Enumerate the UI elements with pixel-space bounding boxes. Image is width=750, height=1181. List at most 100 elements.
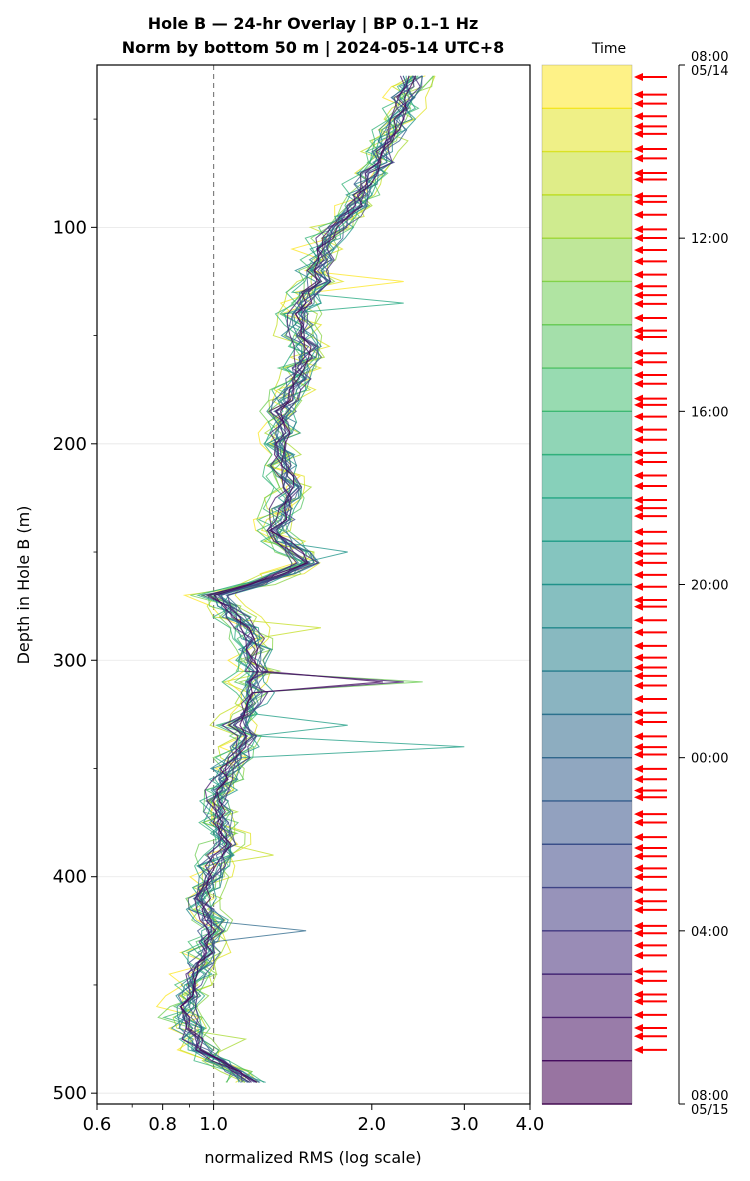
event-marker xyxy=(634,628,667,637)
series-line xyxy=(170,75,413,1083)
x-axis-label: normalized RMS (log scale) xyxy=(204,1148,421,1167)
event-marker-head xyxy=(634,897,643,906)
event-marker-head xyxy=(634,681,643,690)
event-marker xyxy=(634,843,667,852)
event-marker xyxy=(634,872,667,881)
event-marker-head xyxy=(634,1023,643,1032)
event-marker xyxy=(634,270,667,279)
colorbar-segment xyxy=(542,108,632,153)
x-tick-label: 0.6 xyxy=(83,1114,112,1135)
series-line xyxy=(155,75,426,1083)
event-marker xyxy=(634,775,667,784)
event-marker xyxy=(634,291,667,300)
event-marker xyxy=(634,192,667,201)
colorbar-frame xyxy=(541,64,633,1105)
event-marker xyxy=(634,602,667,611)
event-marker-head xyxy=(634,129,643,138)
event-marker-head xyxy=(634,708,643,717)
event-marker-head xyxy=(634,595,643,604)
event-marker xyxy=(634,708,667,717)
event-marker-head xyxy=(634,732,643,741)
event-marker xyxy=(634,512,667,521)
event-marker-head xyxy=(634,929,643,938)
event-marker-head xyxy=(634,169,643,178)
time-axis: 08:0005/1412:0016:0020:0000:0004:0008:00… xyxy=(678,50,728,1118)
event-marker xyxy=(634,425,667,434)
series-line xyxy=(179,75,417,1083)
event-marker xyxy=(634,99,667,108)
event-marker xyxy=(634,412,667,421)
event-marker xyxy=(634,570,667,579)
event-marker-head xyxy=(634,843,643,852)
event-marker xyxy=(634,885,667,894)
event-marker-head xyxy=(634,90,643,99)
event-marker-head xyxy=(634,967,643,976)
event-marker xyxy=(634,90,667,99)
colorbar-segment xyxy=(542,324,632,369)
event-marker-head xyxy=(634,112,643,121)
event-marker xyxy=(634,371,667,380)
event-marker-head xyxy=(634,694,643,703)
colorbar-segment xyxy=(542,671,632,715)
event-marker-head xyxy=(634,872,643,881)
colorbar-segment xyxy=(542,584,632,629)
event-marker-head xyxy=(634,976,643,985)
event-marker xyxy=(634,786,667,795)
event-marker-head xyxy=(634,743,643,752)
event-marker-head xyxy=(634,457,643,466)
event-marker xyxy=(634,864,667,873)
event-marker xyxy=(634,122,667,131)
event-marker-head xyxy=(634,786,643,795)
event-marker xyxy=(634,582,667,591)
event-marker xyxy=(634,681,667,690)
x-tick-label: 0.8 xyxy=(148,1114,177,1135)
colorbar-segment xyxy=(542,281,632,326)
event-marker-head xyxy=(634,299,643,308)
series-line xyxy=(185,75,434,1083)
colorbar-segment xyxy=(542,627,632,672)
event-marker xyxy=(634,379,667,388)
event-marker xyxy=(634,246,667,255)
event-marker-head xyxy=(634,570,643,579)
event-marker-head xyxy=(634,641,643,650)
event-marker xyxy=(634,471,667,480)
event-marker-head xyxy=(634,435,643,444)
event-marker-head xyxy=(634,602,643,611)
event-marker-head xyxy=(634,549,643,558)
event-marker-head xyxy=(634,539,643,548)
event-marker-head xyxy=(634,905,643,914)
event-marker-head xyxy=(634,400,643,409)
event-marker xyxy=(634,1010,667,1019)
event-marker xyxy=(634,175,667,184)
event-marker-head xyxy=(634,270,643,279)
event-marker-head xyxy=(634,833,643,842)
event-marker-head xyxy=(634,997,643,1006)
event-marker xyxy=(634,257,667,266)
colorbar-segment xyxy=(542,714,632,759)
colorbar-segment xyxy=(542,1017,632,1062)
event-marker xyxy=(634,990,667,999)
event-marker-head xyxy=(634,282,643,291)
event-marker-head xyxy=(634,718,643,727)
event-marker-head xyxy=(634,122,643,131)
event-marker xyxy=(634,929,667,938)
event-marker xyxy=(634,394,667,403)
event-marker xyxy=(634,457,667,466)
event-marker xyxy=(634,997,667,1006)
plot-area: 0.6 0.8 1.0 2.0 3.0 4.0 100 200 300 400 500 xyxy=(53,64,544,1135)
event-marker-head xyxy=(634,233,643,242)
event-marker xyxy=(634,641,667,650)
colorbar-segment xyxy=(542,930,632,975)
event-marker-head xyxy=(634,412,643,421)
event-marker xyxy=(634,793,667,802)
event-marker xyxy=(634,818,667,827)
colorbar-segment xyxy=(542,151,632,196)
event-marker-head xyxy=(634,921,643,930)
y-tick-label: 300 xyxy=(53,650,87,671)
event-marker-head xyxy=(634,73,643,82)
event-marker-head xyxy=(634,154,643,163)
time-tick-label: 08:00 xyxy=(691,1089,728,1104)
event-marker xyxy=(634,225,667,234)
colorbar-segment xyxy=(542,757,632,802)
event-markers xyxy=(634,73,667,1054)
